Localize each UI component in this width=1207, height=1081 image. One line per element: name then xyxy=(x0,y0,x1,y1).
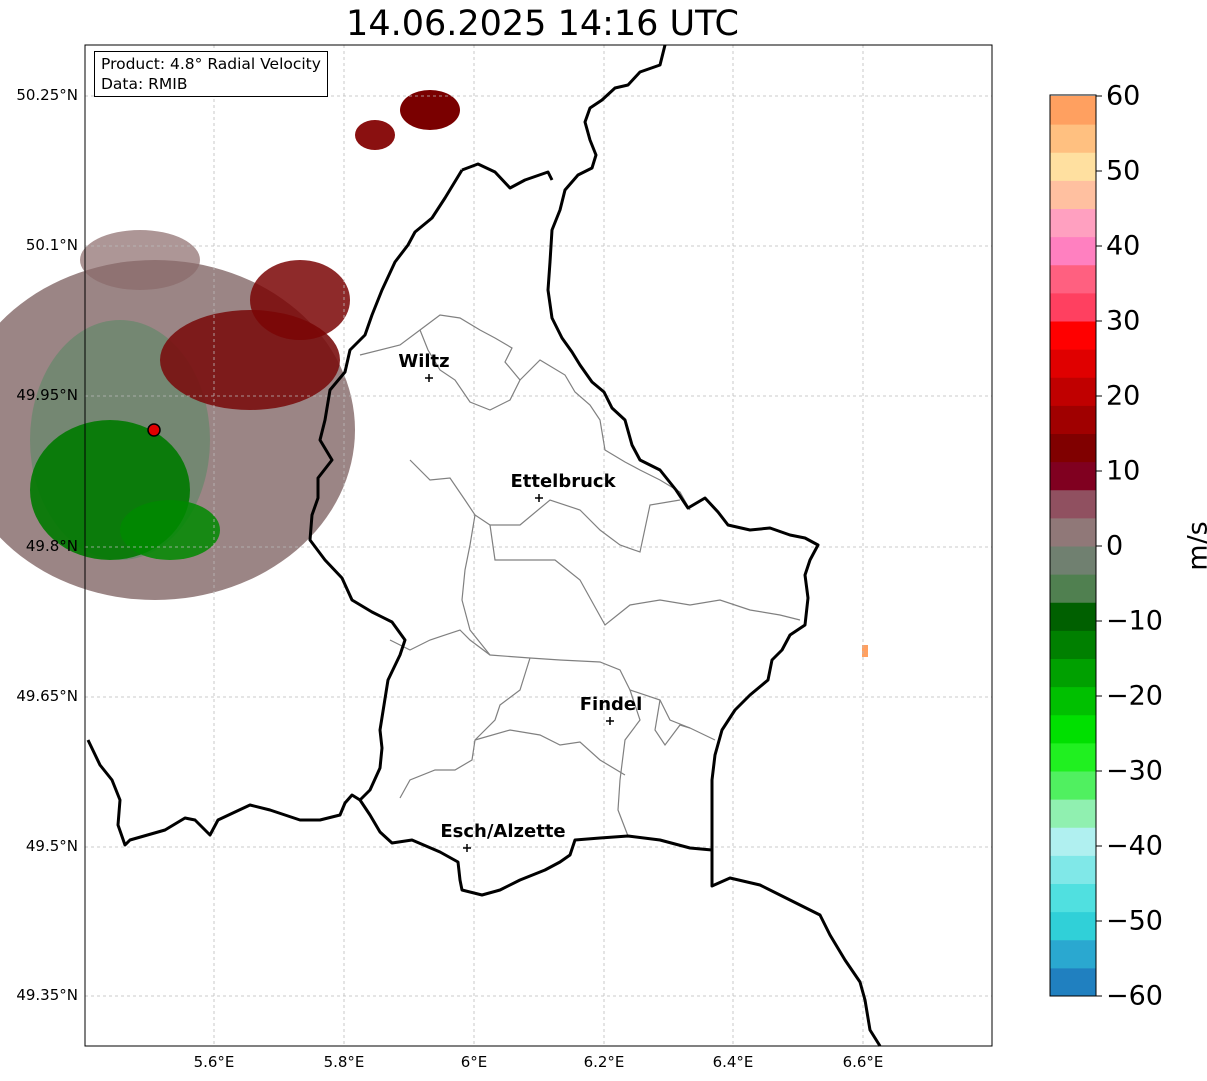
y-tick-label: 49.35°N xyxy=(16,986,78,1004)
x-tick-label: 6.4°E xyxy=(712,1053,754,1071)
colorbar-segment xyxy=(1050,124,1096,153)
colorbar-segment xyxy=(1050,208,1096,238)
colorbar-segment xyxy=(1050,574,1096,603)
city-marker-ettelbruck xyxy=(535,494,543,502)
colorbar-tick-label: 40 xyxy=(1106,230,1141,262)
colorbar-segment xyxy=(1050,911,1096,941)
y-tick-label: 49.8°N xyxy=(25,537,78,555)
canton-borders xyxy=(359,314,801,837)
colorbar-tick-label: −10 xyxy=(1106,605,1163,637)
x-tick-label: 6°E xyxy=(460,1053,488,1071)
colorbar-tick-label: 20 xyxy=(1106,380,1141,412)
city-markers xyxy=(425,374,614,852)
map-title: 14.06.2025 14:16 UTC xyxy=(346,4,739,44)
city-label-esch: Esch/Alzette xyxy=(440,821,566,842)
colorbar-segment xyxy=(1050,630,1096,659)
x-tick-label: 6.6°E xyxy=(842,1053,884,1071)
product-label: Product: 4.8° Radial Velocity xyxy=(101,55,321,73)
city-label-ettelbruck: Ettelbruck xyxy=(510,471,616,492)
colorbar-tick-label: −50 xyxy=(1106,905,1163,937)
colorbar-tick-label: −60 xyxy=(1106,980,1163,1012)
y-tick-label: 50.25°N xyxy=(16,86,78,104)
colorbar-segment xyxy=(1050,152,1096,181)
colorbar-segment xyxy=(1050,321,1096,350)
colorbar-segment xyxy=(1050,602,1096,631)
colorbar-tick-label: −30 xyxy=(1106,755,1163,787)
colorbar-segment xyxy=(1050,855,1096,884)
colorbar-tick-label: 30 xyxy=(1106,305,1141,337)
colorbar-segment xyxy=(1050,96,1096,125)
colorbar-segment xyxy=(1050,883,1096,913)
colorbar-segment xyxy=(1050,461,1096,491)
colorbar-tick-marks xyxy=(1096,95,1102,997)
city-label-findel: Findel xyxy=(579,694,643,715)
colorbar-tick-label: −40 xyxy=(1106,830,1163,862)
colorbar xyxy=(1050,96,1096,997)
colorbar-segment xyxy=(1050,686,1096,716)
radar-echoes xyxy=(0,90,868,657)
colorbar-segment xyxy=(1050,546,1096,575)
colorbar-segment xyxy=(1050,180,1096,209)
colorbar-segment xyxy=(1050,377,1096,406)
country-borders xyxy=(86,44,882,1047)
x-tick-label: 5.8°E xyxy=(323,1053,365,1071)
colorbar-unit-label: m/s xyxy=(1182,521,1207,571)
colorbar-segment xyxy=(1050,658,1096,688)
colorbar-segment xyxy=(1050,433,1096,463)
colorbar-tick-label: 50 xyxy=(1106,155,1141,187)
city-marker-esch xyxy=(463,844,471,852)
colorbar-tick-label: 60 xyxy=(1106,80,1141,112)
data-source-label: Data: RMIB xyxy=(101,75,188,93)
colorbar-segment xyxy=(1050,405,1096,434)
city-marker-findel xyxy=(606,717,614,725)
radar-site-marker xyxy=(147,423,161,437)
city-label-wiltz: Wiltz xyxy=(398,351,450,372)
colorbar-segment xyxy=(1050,742,1096,772)
colorbar-tick-label: 10 xyxy=(1106,455,1141,487)
colorbar-segment xyxy=(1050,967,1096,997)
y-tick-label: 49.5°N xyxy=(25,837,78,855)
city-marker-wiltz xyxy=(425,374,433,382)
y-tick-label: 49.95°N xyxy=(16,386,78,404)
y-tick-label: 49.65°N xyxy=(16,687,78,705)
colorbar-tick-label: 0 xyxy=(1106,530,1124,562)
colorbar-segment xyxy=(1050,827,1096,856)
colorbar-segment xyxy=(1050,771,1096,800)
colorbar-segment xyxy=(1050,714,1096,744)
product-info-box: Product: 4.8° Radial Velocity Data: RMIB xyxy=(94,51,328,97)
colorbar-segment xyxy=(1050,517,1096,547)
colorbar-segment xyxy=(1050,292,1096,322)
x-tick-label: 5.6°E xyxy=(193,1053,235,1071)
y-tick-label: 50.1°N xyxy=(25,236,78,254)
colorbar-segment xyxy=(1050,236,1096,266)
x-tick-label: 6.2°E xyxy=(583,1053,625,1071)
colorbar-tick-label: −20 xyxy=(1106,680,1163,712)
map-frame xyxy=(84,44,993,1047)
colorbar-segment xyxy=(1050,264,1096,294)
colorbar-segment xyxy=(1050,939,1096,969)
colorbar-segment xyxy=(1050,799,1096,828)
colorbar-segment xyxy=(1050,349,1096,378)
colorbar-segment xyxy=(1050,489,1096,519)
